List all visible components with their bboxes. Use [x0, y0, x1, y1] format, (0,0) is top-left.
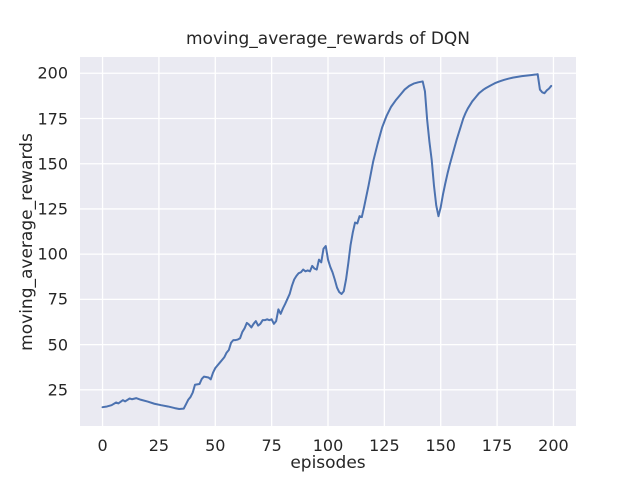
x-axis-label: episodes [290, 453, 366, 473]
x-tick-label: 150 [425, 436, 456, 455]
y-tick-label: 75 [47, 289, 68, 309]
y-tick-label: 25 [47, 380, 68, 400]
y-axis-ticks: 25 50 75 100 125 150 175 200 [0, 0, 68, 480]
x-tick-label: 25 [148, 436, 170, 455]
x-tick-label: 200 [538, 436, 569, 455]
x-tick-label: 75 [261, 436, 282, 455]
plot-area [80, 57, 576, 426]
y-tick-label: 175 [37, 109, 68, 128]
x-tick-label: 100 [312, 436, 344, 455]
chart-title: moving_average_rewards of DQN [185, 29, 471, 49]
y-tick-label: 100 [37, 244, 68, 264]
y-tick-label: 200 [37, 63, 68, 83]
x-tick-label: 50 [205, 436, 226, 455]
x-tick-label: 125 [369, 436, 400, 455]
reward-line [101, 73, 553, 410]
x-axis-ticks: 0 25 50 75 100 125 150 175 200 [0, 436, 640, 456]
y-tick-label: 125 [37, 199, 68, 219]
y-tick-label: 50 [47, 335, 68, 355]
line-chart-svg [80, 57, 576, 426]
x-tick-label: 0 [97, 436, 108, 455]
x-tick-label: 175 [481, 436, 513, 455]
y-tick-label: 150 [37, 154, 68, 174]
